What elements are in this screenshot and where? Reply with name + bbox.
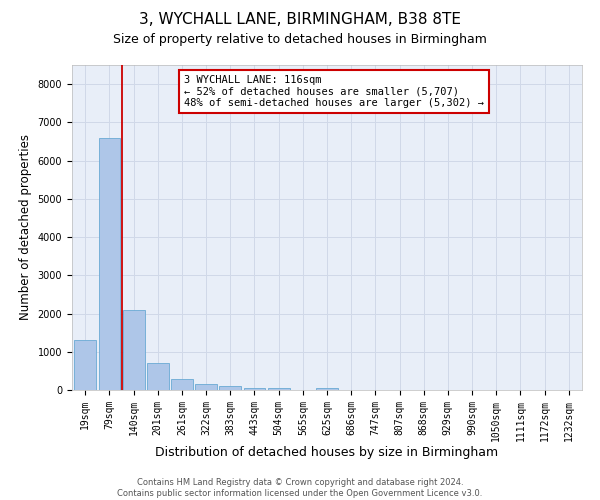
X-axis label: Distribution of detached houses by size in Birmingham: Distribution of detached houses by size … (155, 446, 499, 460)
Bar (147, 363, 169, 390)
Text: Contains HM Land Registry data © Crown copyright and database right 2024.
Contai: Contains HM Land Registry data © Crown c… (118, 478, 482, 498)
Bar (268, 388, 290, 390)
Text: Size of property relative to detached houses in Birmingham: Size of property relative to detached ho… (113, 32, 487, 46)
Bar (316, 388, 338, 390)
Bar (220, 386, 241, 390)
Bar (74, 340, 96, 390)
Bar (123, 310, 145, 390)
Y-axis label: Number of detached properties: Number of detached properties (19, 134, 32, 320)
Bar (171, 379, 193, 390)
Bar (98, 138, 121, 390)
Text: 3, WYCHALL LANE, BIRMINGHAM, B38 8TE: 3, WYCHALL LANE, BIRMINGHAM, B38 8TE (139, 12, 461, 28)
Bar (244, 388, 265, 390)
Bar (195, 384, 217, 390)
Text: 3 WYCHALL LANE: 116sqm
← 52% of detached houses are smaller (5,707)
48% of semi-: 3 WYCHALL LANE: 116sqm ← 52% of detached… (184, 74, 484, 108)
